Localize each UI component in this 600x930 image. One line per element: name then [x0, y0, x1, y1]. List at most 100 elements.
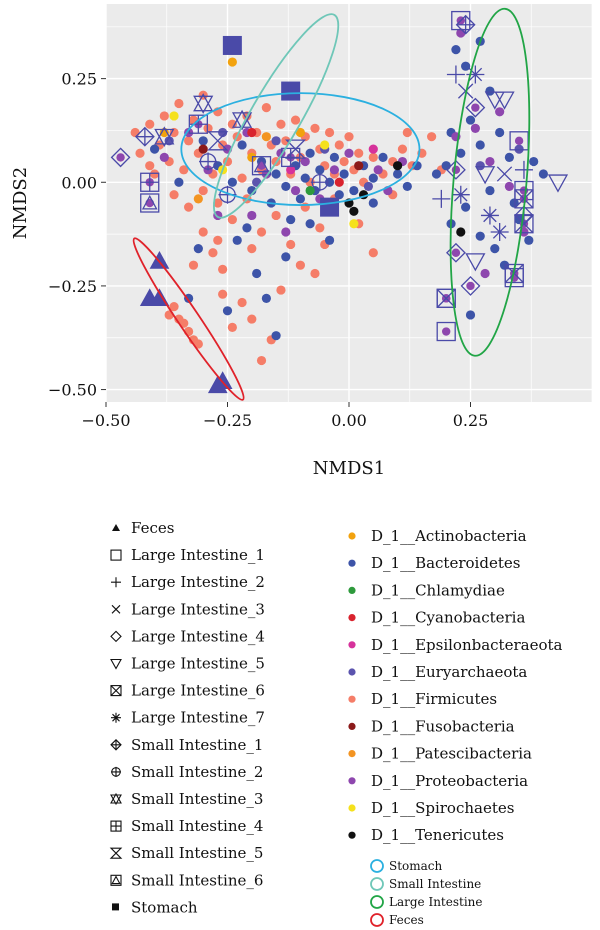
phylum-legend-label: D_1__Euryarchaeota [371, 663, 527, 681]
phylum-point [349, 206, 359, 216]
phylum-legend: D_1__Actinobacteria D_1__Bacteroidetes D_1… [348, 527, 563, 844]
phylum-point [227, 214, 237, 225]
phylum-point [538, 169, 549, 179]
sample-legend-label: Small Intestine_5 [131, 844, 263, 862]
x-tick-label: 0.25 [453, 411, 489, 430]
phylum-point [456, 227, 466, 237]
sample-point-triangle-down [547, 174, 569, 193]
phylum-point [218, 264, 228, 274]
phylum-point [184, 202, 194, 212]
phylum-point [368, 248, 378, 258]
phylum-point [334, 190, 344, 200]
phylum-point [315, 165, 325, 175]
phylum-point [373, 165, 383, 175]
sample-point-triangle-up [207, 375, 228, 394]
phylum-legend-item: D_1__Spirochaetes [348, 799, 514, 817]
y-tick-label: −0.50 [48, 381, 97, 400]
phylum-point [247, 314, 257, 324]
phylum-point [237, 140, 247, 150]
sample-legend-label: Large Intestine_4 [131, 627, 265, 645]
ellipse-legend-swatch [370, 859, 384, 873]
phylum-point [164, 136, 174, 146]
phylum-point [184, 127, 194, 138]
sample-point-triangle-down [465, 253, 486, 272]
phylum-point [193, 339, 203, 349]
phylum-point [305, 148, 315, 158]
phylum-point [276, 119, 286, 129]
legend-key-diamond [110, 630, 122, 643]
ellipse-legend-swatch [370, 913, 384, 927]
phylum-point [256, 355, 267, 366]
phylum-point [198, 144, 208, 154]
sample-point-asterisk [490, 223, 509, 242]
sample-point-triangle-up [149, 251, 170, 269]
sample-point-asterisk [451, 185, 470, 204]
sample-point-asterisk [480, 206, 499, 225]
sample-point-square-plus [188, 114, 208, 134]
phylum-point [354, 161, 364, 171]
sample-point-plus [446, 65, 465, 84]
ellipse-legend-swatch [370, 877, 384, 891]
phylum-point [368, 152, 378, 162]
phylum-point [315, 223, 325, 233]
phylum-legend-item: D_1__Patescibacteria [348, 745, 532, 763]
sample-point-hourglass [207, 131, 229, 151]
phylum-point [286, 239, 296, 250]
phylum-point [310, 123, 320, 133]
sample-legend-item: Large Intestine_6 [110, 682, 265, 700]
sample-point-diamond [110, 147, 131, 168]
phylum-legend-label: D_1__Cyanobacteria [371, 609, 525, 627]
phylum-point [222, 306, 233, 316]
phylum-point [349, 185, 359, 196]
legend-key-triangle-up [112, 524, 120, 531]
sample-point-diamond-plus [455, 14, 476, 35]
phylum-legend-swatch [348, 831, 356, 839]
phylum-point [339, 156, 349, 167]
phylum-legend-label: D_1__Bacteroidetes [371, 554, 520, 572]
sample-legend-item: Large Intestine_2 [111, 573, 265, 591]
phylum-legend-item: D_1__Actinobacteria [348, 527, 527, 545]
phylum-point [393, 169, 403, 179]
y-tick-label: 0.25 [61, 70, 97, 89]
sample-legend-item: Feces [112, 519, 174, 537]
phylum-legend-label: D_1__Tenericutes [371, 826, 504, 844]
phylum-point [295, 260, 305, 270]
phylum-legend-swatch [348, 750, 356, 758]
phylum-point [290, 185, 301, 196]
phylum-point [495, 107, 505, 117]
phylum-point [281, 181, 291, 192]
ellipse-stomach [180, 92, 421, 206]
shape-underlay-point [451, 248, 461, 257]
phylum-point [480, 268, 490, 279]
phylum-point [529, 156, 539, 167]
phylum-point [475, 140, 485, 150]
phylum-point [193, 194, 203, 204]
sample-legend-label: Small Intestine_6 [131, 871, 263, 889]
y-axis-title: NMDS2 [10, 167, 31, 239]
phylum-legend-swatch [348, 532, 356, 540]
sample-legend-label: Small Intestine_3 [131, 790, 263, 808]
plot-area [105, 4, 593, 402]
phylum-point [169, 127, 179, 138]
ellipse-small-intestine [213, 13, 340, 219]
phylum-point [485, 156, 495, 167]
shape-underlay-point [514, 136, 524, 146]
phylum-point [378, 152, 388, 162]
sample-point-square [436, 321, 456, 342]
phylum-point [344, 132, 354, 142]
x-axis: −0.50 −0.25 0.00 0.25 [81, 402, 488, 430]
sample-legend-label: Large Intestine_7 [131, 709, 265, 727]
phylum-point [286, 165, 296, 175]
phylum-point [252, 268, 262, 279]
phylum-point [504, 152, 514, 162]
phylum-point [344, 148, 354, 158]
sample-point-square [509, 131, 529, 151]
sample-legend-label: Large Intestine_2 [131, 573, 265, 591]
sample-point-cross [496, 166, 513, 182]
legend-key-hourglass [109, 847, 123, 859]
phylum-point [295, 194, 305, 204]
ellipse-legend: Stomach Small Intestine Large Intestine Fec… [370, 859, 483, 927]
phylum-legend-item: D_1__Tenericutes [348, 826, 504, 844]
ellipse-legend-label: Large Intestine [389, 895, 483, 909]
phylum-point [509, 198, 519, 208]
